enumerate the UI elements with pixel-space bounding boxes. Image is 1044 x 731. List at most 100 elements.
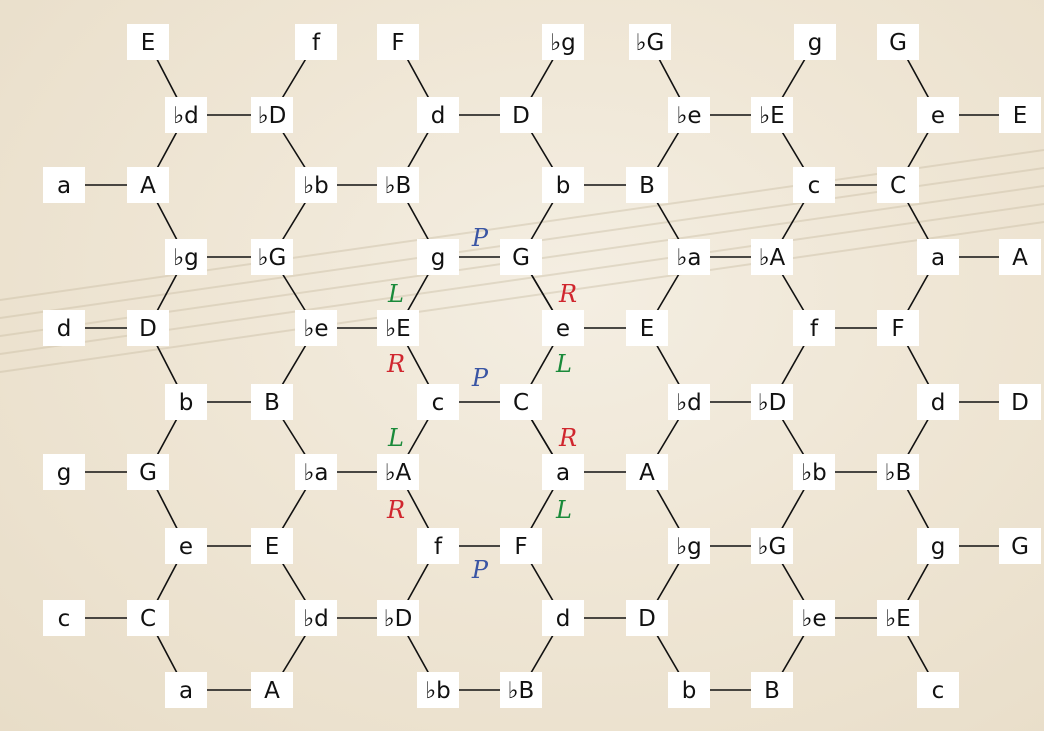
node-box: [295, 310, 337, 346]
node-box: [794, 24, 836, 60]
chord-node-b-2: b: [542, 167, 584, 203]
chord-node-g-3: g: [417, 239, 459, 275]
node-label: F: [891, 316, 904, 342]
node-label: C: [140, 606, 156, 632]
node-box: [165, 97, 207, 133]
node-box: [751, 384, 793, 420]
node-label: ♭b: [303, 173, 328, 199]
chord-node-bb-9: ♭B: [500, 672, 542, 708]
chord-node-d-8: d: [542, 600, 584, 636]
node-box: [165, 528, 207, 564]
chord-node-bd-5: ♭D: [751, 384, 793, 420]
node-box: [417, 97, 459, 133]
lattice-edges: [84, 57, 1000, 691]
node-box: [500, 672, 542, 708]
node-label: e: [179, 534, 193, 560]
lattice-edge: [155, 417, 179, 457]
node-box: [917, 97, 959, 133]
node-box: [377, 600, 419, 636]
node-label: ♭E: [885, 606, 910, 632]
node-box: [127, 310, 169, 346]
lattice-edge: [281, 200, 307, 242]
chord-node-f-0: f: [295, 24, 337, 60]
node-box: [999, 97, 1041, 133]
node-label: F: [391, 30, 404, 56]
node-label: f: [434, 534, 443, 560]
transform-label-l: L: [387, 424, 404, 452]
node-box: [917, 239, 959, 275]
node-label: b: [682, 678, 697, 704]
node-label: a: [931, 245, 945, 271]
lattice-edge: [529, 633, 555, 675]
chord-node-b-2: B: [626, 167, 668, 203]
chord-node-b-5: B: [251, 384, 293, 420]
lattice-edge: [906, 561, 930, 603]
node-box: [251, 672, 293, 708]
node-box: [877, 167, 919, 203]
node-label: ♭A: [385, 460, 412, 486]
chord-node-bd-8: ♭d: [295, 600, 337, 636]
lattice-edge: [780, 561, 806, 603]
lattice-edge: [405, 487, 431, 531]
node-label: f: [810, 316, 819, 342]
staff-line: [0, 221, 1044, 373]
lattice-edge: [780, 633, 806, 675]
chord-node-e-7: e: [165, 528, 207, 564]
lattice-edge: [655, 343, 681, 387]
node-label: g: [931, 534, 946, 560]
lattice-edge: [155, 343, 179, 387]
lattice-edge: [529, 200, 555, 242]
node-box: [295, 167, 337, 203]
node-box: [251, 239, 293, 275]
chord-node-b-9: B: [751, 672, 793, 708]
node-label: ♭g: [173, 245, 198, 271]
chord-node-f-7: F: [500, 528, 542, 564]
node-box: [793, 310, 835, 346]
node-label: A: [1012, 245, 1028, 271]
node-box: [877, 600, 919, 636]
chord-node-g-6: G: [127, 454, 169, 490]
chord-node-bb-2: ♭b: [295, 167, 337, 203]
chord-node-bg-3: ♭g: [165, 239, 207, 275]
chord-node-c-8: C: [127, 600, 169, 636]
lattice-edge: [906, 272, 930, 313]
chord-node-bg-0: ♭G: [629, 24, 671, 60]
lattice-edge: [655, 130, 681, 170]
lattice-edge: [155, 561, 179, 603]
node-box: [629, 24, 671, 60]
node-box: [43, 167, 85, 203]
node-box: [295, 24, 337, 60]
node-label: D: [1011, 390, 1029, 416]
chord-node-be-4: ♭E: [377, 310, 419, 346]
lattice-edge: [529, 561, 555, 603]
chord-node-c-2: c: [793, 167, 835, 203]
node-box: [917, 528, 959, 564]
chord-node-c-5: C: [500, 384, 542, 420]
node-box: [542, 454, 584, 490]
lattice-edge: [906, 130, 930, 170]
lattice-edge: [529, 417, 555, 457]
node-box: [542, 167, 584, 203]
chord-node-bd-8: ♭D: [377, 600, 419, 636]
lattice-edge: [155, 272, 179, 313]
node-label: ♭G: [758, 534, 787, 560]
chord-node-e-1: E: [999, 97, 1041, 133]
lattice-edge: [780, 417, 806, 457]
chord-node-bb-6: ♭B: [877, 454, 919, 490]
chord-node-g-0: g: [794, 24, 836, 60]
chord-node-c-8: c: [43, 600, 85, 636]
node-box: [377, 24, 419, 60]
node-label: ♭A: [759, 245, 786, 271]
transform-label-l: L: [387, 280, 404, 308]
node-label: c: [808, 173, 821, 199]
node-label: ♭B: [385, 173, 412, 199]
staff-line: [0, 203, 1044, 355]
lattice-edge: [655, 200, 681, 242]
chord-node-bb-9: ♭b: [417, 672, 459, 708]
node-label: A: [140, 173, 156, 199]
lattice-edge: [655, 561, 681, 603]
lattice-edge: [406, 561, 430, 603]
lattice-edge: [906, 417, 930, 457]
node-label: B: [639, 173, 655, 199]
node-label: ♭D: [758, 390, 787, 416]
